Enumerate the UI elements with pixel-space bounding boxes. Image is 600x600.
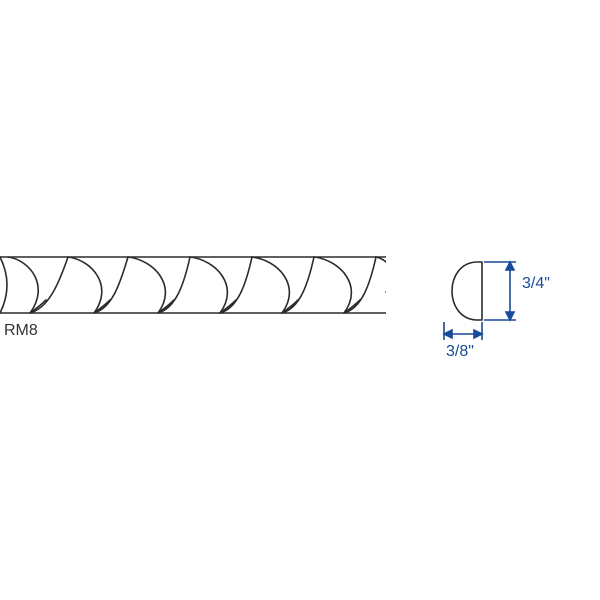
height-dimension-label: 3/4"	[522, 275, 550, 292]
profile-svg: 3/4" 3/8"	[430, 240, 590, 360]
profile-cross-section: 3/4" 3/8"	[430, 240, 590, 360]
rope-svg	[0, 256, 386, 314]
rope-moulding-side-view	[0, 256, 386, 314]
depth-dimension-label: 3/8"	[446, 343, 474, 360]
diagram-canvas: RM8	[0, 0, 600, 600]
part-number-label: RM8	[4, 322, 38, 340]
